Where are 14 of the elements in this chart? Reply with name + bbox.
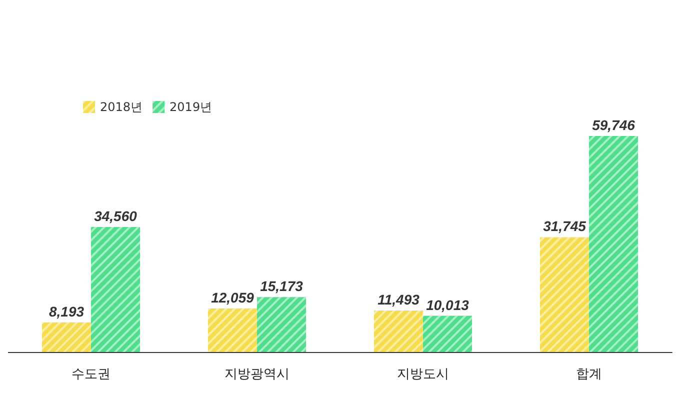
data-label: 34,560 [94, 208, 138, 224]
data-label: 15,173 [260, 278, 304, 294]
data-label: 10,013 [426, 296, 470, 313]
x-tick-label: 지방광역시 [224, 367, 290, 382]
data-label: 8,193 [48, 303, 84, 320]
x-tick-label: 합계 [576, 367, 602, 382]
data-label: 59,746 [592, 117, 636, 133]
x-tick-label: 수도권 [72, 367, 110, 382]
x-tick-label: 지방도시 [397, 367, 449, 382]
data-label: 31,745 [543, 218, 586, 234]
legend-label: 2018년 [100, 100, 143, 114]
data-label: 12,059 [211, 289, 254, 306]
legend-label: 2019년 [170, 100, 212, 114]
data-label: 11,493 [378, 291, 420, 308]
